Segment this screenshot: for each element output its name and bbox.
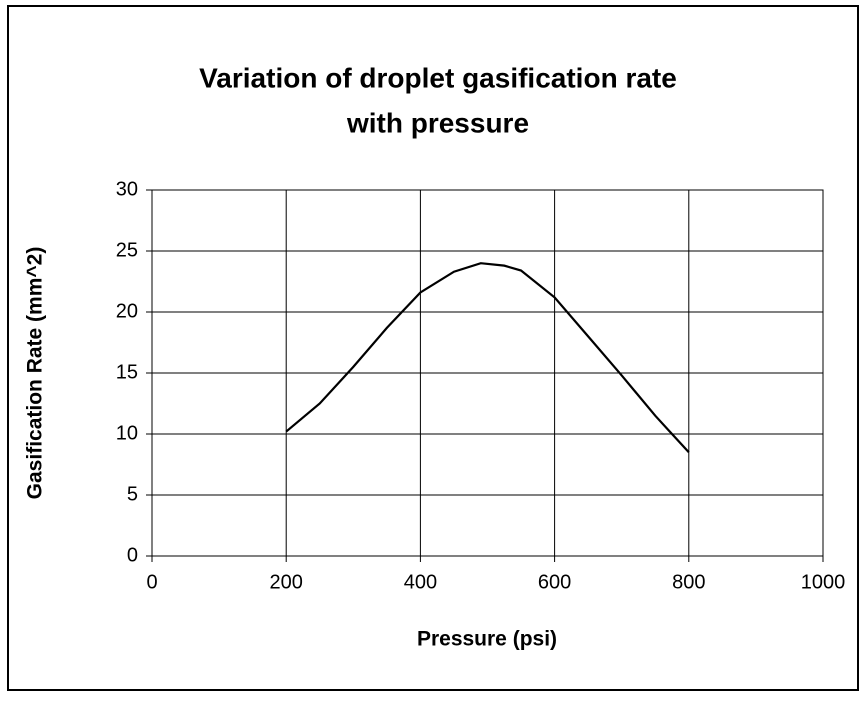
x-tick-label: 0 — [146, 571, 157, 593]
x-tick-label: 1000 — [801, 571, 846, 593]
y-tick-label: 0 — [127, 544, 138, 566]
x-tick-label: 200 — [270, 571, 303, 593]
x-axis-label: Pressure (psi) — [417, 628, 557, 651]
y-axis-label: Gasification Rate (mm^2) — [24, 247, 47, 500]
y-tick-label: 30 — [116, 178, 138, 200]
chart-title: Variation of droplet gasification rate — [199, 62, 677, 93]
chart-title: with pressure — [346, 107, 529, 138]
x-tick-label: 400 — [404, 571, 437, 593]
data-line — [285, 262, 690, 454]
x-tick-label: 600 — [538, 571, 571, 593]
chart-border — [7, 5, 859, 691]
y-tick-label: 25 — [116, 239, 138, 261]
x-tick-label: 800 — [672, 571, 705, 593]
y-tick-label: 10 — [116, 422, 138, 444]
y-tick-label: 20 — [116, 300, 138, 322]
y-tick-label: 5 — [127, 483, 138, 505]
y-tick-label: 15 — [116, 361, 138, 383]
plot-border — [151, 189, 824, 557]
